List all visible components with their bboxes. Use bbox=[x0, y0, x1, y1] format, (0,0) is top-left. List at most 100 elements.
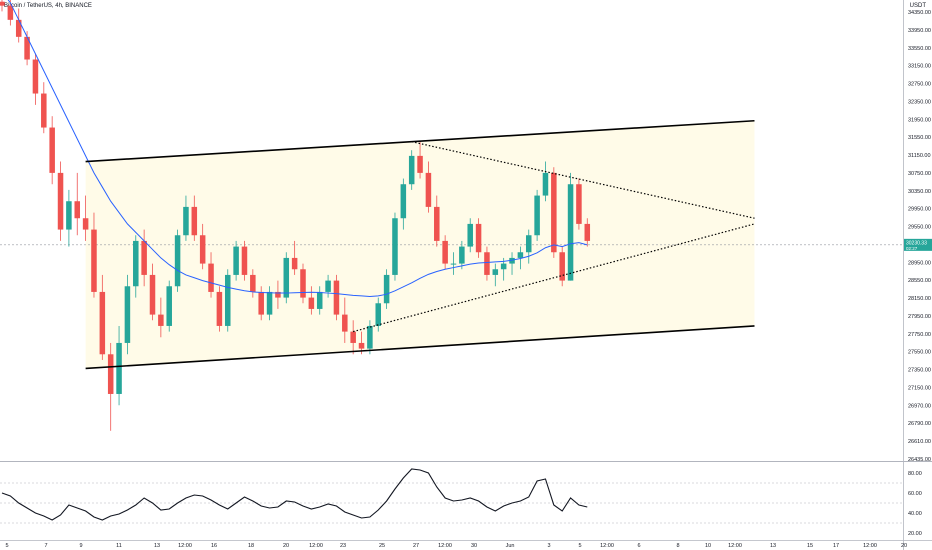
currency-label: USDT bbox=[909, 3, 926, 9]
time-axis-label: 10 bbox=[705, 543, 711, 549]
candle bbox=[91, 212, 97, 298]
candle bbox=[434, 195, 440, 247]
candle bbox=[534, 189, 540, 241]
candle-body bbox=[49, 127, 55, 173]
candle-body bbox=[15, 19, 22, 37]
candle-body bbox=[66, 201, 72, 230]
candle bbox=[316, 286, 323, 315]
price-axis-label: 33950.00 bbox=[908, 28, 931, 34]
candle-body bbox=[308, 297, 315, 309]
time-axis-label: 12:00 bbox=[309, 543, 323, 549]
candle bbox=[325, 274, 331, 298]
candle bbox=[584, 218, 591, 247]
candle-body bbox=[434, 206, 440, 241]
candle bbox=[275, 280, 281, 309]
candle-body bbox=[107, 354, 114, 394]
price-axis-label: 32750.00 bbox=[908, 82, 931, 88]
candle-body bbox=[158, 314, 164, 326]
candle bbox=[567, 172, 574, 281]
candle-body bbox=[133, 240, 139, 287]
candle bbox=[183, 195, 189, 241]
candle bbox=[283, 252, 290, 304]
time-axis-label: 23 bbox=[340, 543, 346, 549]
candle bbox=[559, 246, 565, 287]
candle bbox=[484, 246, 490, 281]
price-axis-label: 27750.00 bbox=[908, 332, 931, 338]
candle-body bbox=[0, 1, 5, 6]
candle-body bbox=[124, 286, 131, 343]
price-axis-label: 28950.00 bbox=[908, 260, 931, 266]
candle bbox=[342, 297, 348, 343]
candle-body bbox=[283, 257, 290, 298]
candle-body bbox=[208, 263, 214, 292]
candle bbox=[383, 269, 390, 309]
candle-body bbox=[99, 291, 106, 355]
candle bbox=[392, 212, 398, 281]
time-axis-label: 30 bbox=[471, 543, 477, 549]
time-axis-label: 8 bbox=[676, 543, 679, 549]
candle-body bbox=[475, 223, 482, 253]
moving-average-line bbox=[7, 0, 588, 297]
candle-countdown: 02:27 bbox=[906, 246, 918, 251]
candle-body bbox=[551, 172, 557, 253]
candle bbox=[49, 116, 55, 185]
candle bbox=[0, 0, 5, 12]
time-axis-label: 7 bbox=[44, 543, 47, 549]
price-axis-label: 34350.00 bbox=[908, 10, 931, 16]
time-axis-label: 12:00 bbox=[178, 543, 192, 549]
candle bbox=[15, 8, 22, 43]
candle-body bbox=[275, 291, 281, 298]
candle-body bbox=[224, 274, 231, 326]
candle-body bbox=[91, 229, 97, 292]
rsi-axis-label: 40.00 bbox=[908, 511, 922, 517]
candle-body bbox=[7, 5, 14, 20]
candle-body bbox=[534, 195, 540, 236]
rsi-line bbox=[1, 468, 588, 521]
time-axis-label: 5 bbox=[5, 543, 8, 549]
price-axis-label: 33150.00 bbox=[908, 64, 931, 70]
price-axis-label: 29950.00 bbox=[908, 207, 931, 213]
candle bbox=[41, 82, 47, 134]
channel-trendline bbox=[85, 119, 755, 163]
candle bbox=[124, 274, 131, 355]
candle bbox=[542, 161, 549, 202]
candle bbox=[425, 161, 432, 213]
candle-body bbox=[216, 291, 223, 326]
candle-body bbox=[183, 206, 189, 236]
candle-body bbox=[492, 269, 499, 275]
candle-body bbox=[442, 240, 448, 264]
candle bbox=[66, 189, 72, 247]
candle bbox=[174, 229, 181, 292]
candle bbox=[367, 320, 373, 355]
candle-body bbox=[41, 93, 47, 128]
triangle-trendline bbox=[353, 223, 755, 333]
candle-body bbox=[559, 252, 565, 281]
time-axis-label: 3 bbox=[547, 543, 550, 549]
candle bbox=[133, 235, 139, 298]
candle bbox=[400, 178, 407, 230]
candle bbox=[7, 0, 14, 26]
candle bbox=[333, 274, 340, 321]
candle-body bbox=[459, 246, 465, 264]
candle-body bbox=[32, 59, 39, 94]
candle-body bbox=[467, 223, 473, 247]
candle bbox=[408, 150, 415, 190]
candle bbox=[107, 342, 114, 431]
time-axis-label: 13 bbox=[770, 543, 776, 549]
time-axis-label: 20 bbox=[283, 543, 289, 549]
candle bbox=[224, 269, 231, 332]
symbol-title: Bitcoin / TetherUS, 4h, BINANCE bbox=[4, 3, 92, 9]
candle-body bbox=[258, 291, 264, 315]
candle bbox=[467, 218, 473, 253]
candle-body bbox=[57, 172, 64, 230]
candle bbox=[82, 195, 89, 241]
price-axis-label: 31550.00 bbox=[908, 135, 931, 141]
price-axis-label: 27550.00 bbox=[908, 350, 931, 356]
candle-body bbox=[542, 172, 549, 196]
candle-body bbox=[250, 274, 256, 292]
time-axis-label: 16 bbox=[211, 543, 217, 549]
time-axis-label: 27 bbox=[413, 543, 419, 549]
candle bbox=[166, 280, 172, 332]
candle bbox=[191, 195, 198, 241]
